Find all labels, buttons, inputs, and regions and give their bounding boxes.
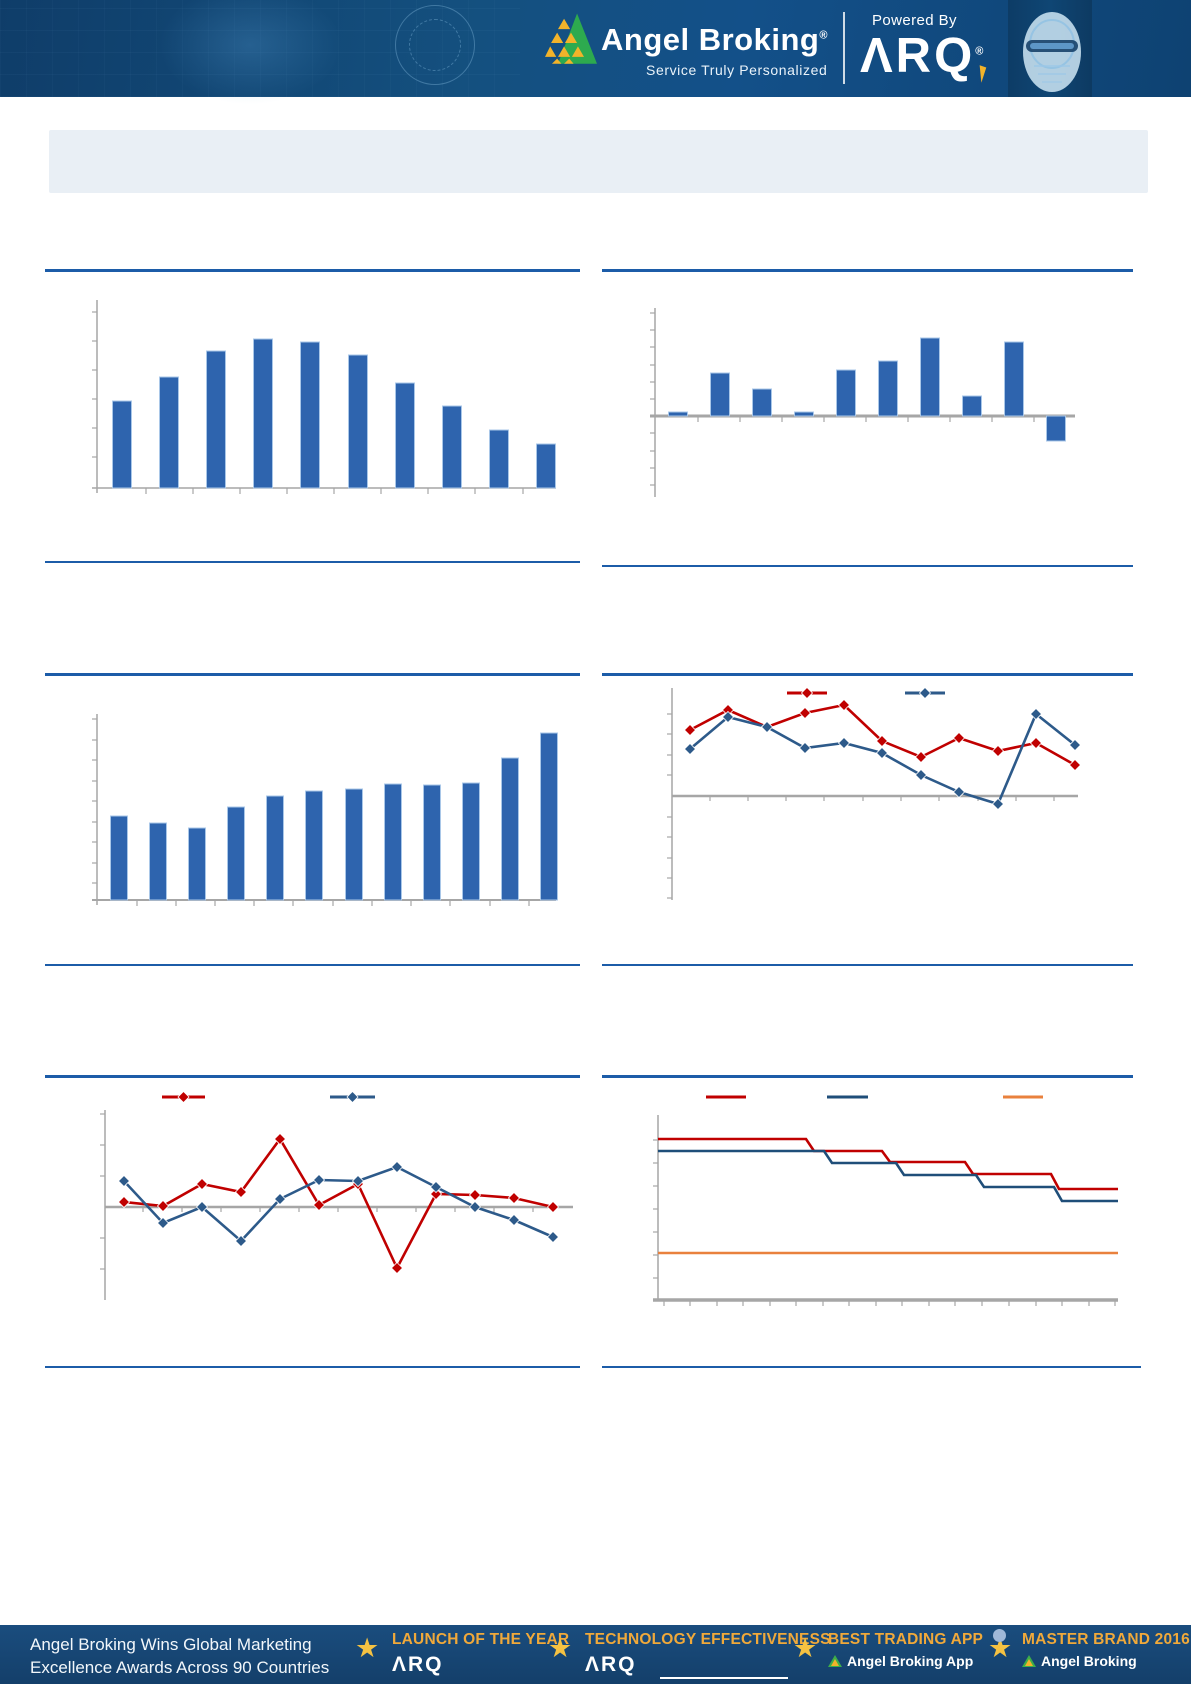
award-subtitle: ΛRQ <box>585 1653 637 1676</box>
award-launch-of-the-year: LAUNCH OF THE YEAR ΛRQ <box>392 1631 569 1677</box>
page-footer: Angel Broking Wins Global Marketing Exce… <box>0 1625 1191 1684</box>
arq-logo: ΛRQ® <box>860 29 984 83</box>
footer-award-text: Angel Broking Wins Global Marketing Exce… <box>30 1633 329 1679</box>
powered-by-label: Powered By <box>872 12 957 29</box>
section-rule <box>45 964 580 966</box>
tech-circle-icon <box>395 5 475 85</box>
section-rule <box>602 269 1133 272</box>
section-rule <box>602 1366 1141 1368</box>
globe-icon <box>993 1629 1006 1642</box>
footer-line-2: Excellence Awards Across 90 Countries <box>30 1658 330 1677</box>
line-chart-middle-right-legend-item <box>787 686 827 700</box>
bar-chart-middle-left <box>92 714 558 906</box>
trophy-icon: ★ <box>548 1633 573 1663</box>
section-rule <box>602 964 1133 966</box>
angel-broking-logo-icon <box>545 13 597 64</box>
line-chart-bottom-left-legend-item <box>330 1090 375 1104</box>
footer-line-1: Angel Broking Wins Global Marketing <box>30 1635 312 1654</box>
award-subtitle: Angel Broking App <box>828 1653 983 1669</box>
award-title: TECHNOLOGY EFFECTIVENESS <box>585 1631 831 1648</box>
trophy-icon: ★ <box>793 1633 818 1663</box>
award-subtitle: ΛRQ <box>392 1653 444 1676</box>
brand-name: Angel Broking® <box>601 22 828 57</box>
section-rule <box>45 269 580 272</box>
trophy-icon: ★ <box>355 1633 380 1663</box>
line-chart-bottom-left-legend-item <box>162 1090 205 1104</box>
bar-chart-top-left <box>92 300 556 494</box>
line-chart-middle-right-legend-item <box>905 686 945 700</box>
section-rule <box>45 1366 580 1368</box>
section-rule <box>602 1075 1133 1078</box>
award-title: MASTER BRAND 2016 <box>1022 1631 1190 1648</box>
registered-mark: ® <box>975 45 984 58</box>
award-technology-effectiveness: TECHNOLOGY EFFECTIVENESS ΛRQ <box>585 1631 831 1677</box>
award-title: BEST TRADING APP <box>828 1631 984 1648</box>
brand-tagline: Service Truly Personalized <box>646 62 828 78</box>
line-chart-bottom-left <box>100 1090 573 1300</box>
section-rule <box>45 561 580 563</box>
award-title: LAUNCH OF THE YEAR <box>392 1631 570 1648</box>
header-glow <box>120 0 380 130</box>
registered-mark: ® <box>819 29 828 42</box>
section-rule <box>45 673 580 676</box>
step-chart-bottom-right <box>653 1095 1118 1306</box>
section-rule <box>602 565 1133 567</box>
award-best-trading-app: BEST TRADING APP Angel Broking App <box>828 1631 983 1669</box>
footer-underline <box>660 1677 788 1679</box>
line-chart-middle-right <box>667 686 1082 900</box>
robot-head-graphic <box>1008 0 1092 97</box>
tech-circle-inner-icon <box>409 19 461 71</box>
page-header: Angel Broking® Service Truly Personalize… <box>0 0 1191 130</box>
bar-chart-top-right <box>650 308 1075 497</box>
award-subtitle: Angel Broking <box>1022 1653 1190 1669</box>
section-rule <box>45 1075 580 1078</box>
section-rule <box>602 673 1133 676</box>
angel-triangle-icon <box>828 1655 842 1667</box>
circuit-pattern <box>0 0 1191 97</box>
angel-triangle-icon <box>1022 1655 1036 1667</box>
header-divider <box>843 12 845 84</box>
award-master-brand-2016: MASTER BRAND 2016 Angel Broking <box>1022 1631 1190 1669</box>
report-title-panel <box>49 130 1148 193</box>
